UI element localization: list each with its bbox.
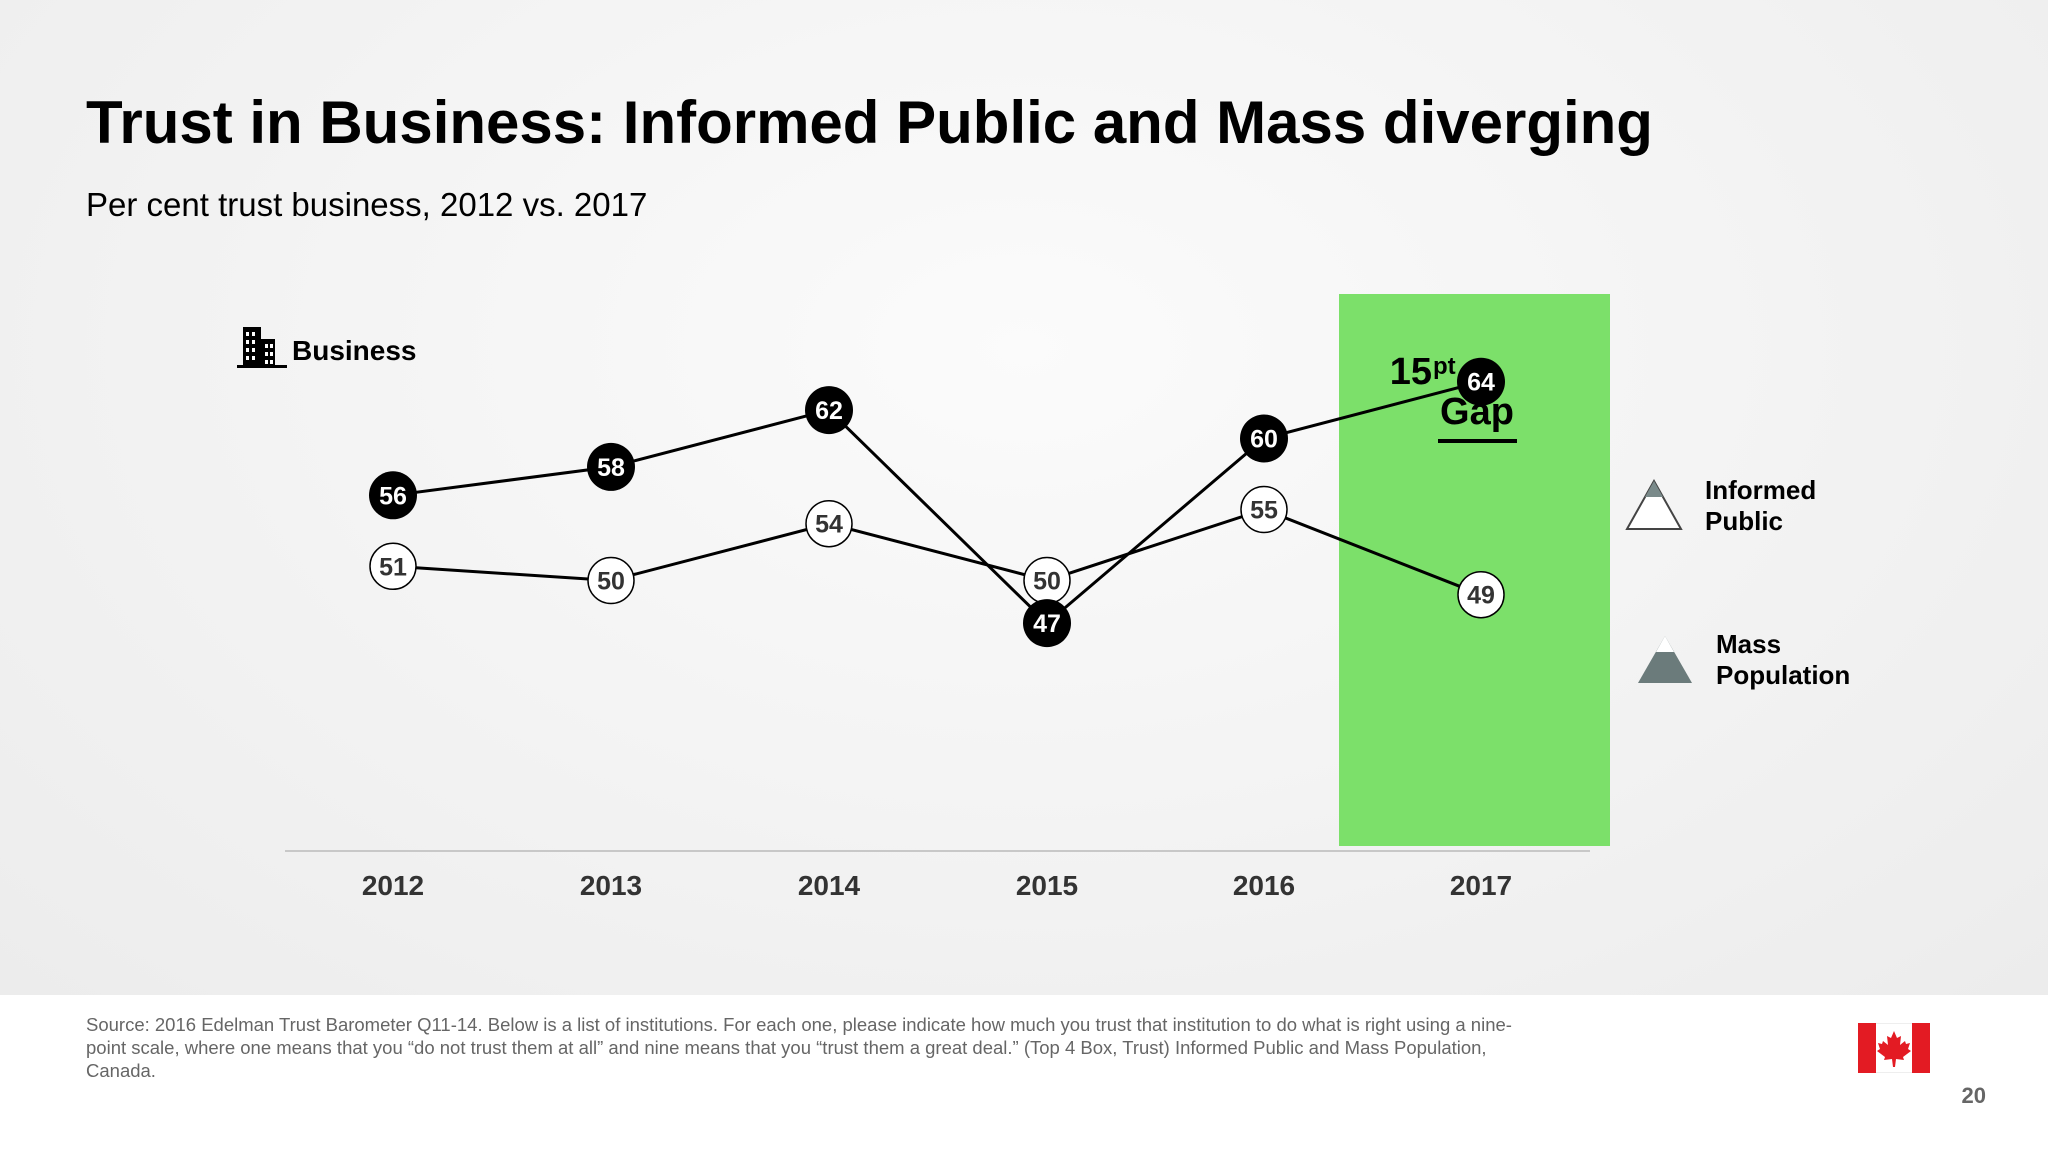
series-line-informed-public (392, 380, 1482, 626)
data-point-mass-population-2015: 50 (1023, 556, 1071, 605)
data-label: 62 (815, 397, 843, 425)
canada-flag-icon (1858, 1023, 1930, 1073)
data-marker (1240, 414, 1288, 463)
data-point-mass-population-2013: 50 (587, 556, 635, 605)
x-tick-label-2016: 2016 (1233, 870, 1295, 901)
data-label: 50 (597, 568, 625, 596)
data-label: 50 (1033, 568, 1061, 596)
data-label: 47 (1033, 610, 1061, 638)
data-point-informed-public-2013: 58 (587, 442, 635, 491)
data-point-informed-public-2017: 64 (1457, 357, 1505, 406)
data-label: 51 (379, 553, 407, 581)
data-label: 58 (597, 454, 625, 482)
data-marker (369, 542, 417, 591)
data-label: 64 (1467, 369, 1495, 397)
gap-superscript: pt (1433, 353, 1456, 380)
data-label: 60 (1250, 426, 1278, 454)
data-point-mass-population-2017: 49 (1457, 570, 1505, 619)
data-marker (1240, 485, 1288, 534)
gray-triangle-icon (1638, 636, 1692, 683)
legend-label-informed-line2: Public (1705, 506, 1783, 536)
data-point-informed-public-2014: 62 (805, 386, 853, 435)
data-point-mass-population-2012: 51 (369, 542, 417, 591)
data-label: 54 (815, 511, 843, 539)
legend: Informed Public Mass Population (1625, 475, 1850, 690)
trust-line-chart: 15 pt Gap Business 515054505549565862476… (237, 294, 1850, 901)
source-note: Source: 2016 Edelman Trust Barometer Q11… (86, 1014, 1512, 1081)
footer (0, 995, 2048, 1152)
x-tick-label-2012: 2012 (362, 870, 424, 901)
data-point-informed-public-2015: 47 (1023, 599, 1071, 648)
data-point-mass-population-2014: 54 (805, 499, 853, 548)
x-tick-label-2014: 2014 (798, 870, 861, 901)
data-marker (587, 442, 635, 491)
slide-background (0, 0, 2048, 995)
data-marker (1457, 357, 1505, 406)
series-line-mass-population (392, 507, 1482, 597)
outline-triangle-icon (1625, 478, 1683, 530)
data-label: 56 (379, 482, 407, 510)
data-marker (805, 386, 853, 435)
gap-value: 15 (1390, 351, 1432, 393)
page-subtitle: Per cent trust business, 2012 vs. 2017 (86, 186, 648, 223)
data-marker (805, 499, 853, 548)
legend-label-mass-line1: Mass (1716, 629, 1781, 659)
data-marker (1457, 570, 1505, 619)
data-label: 55 (1250, 497, 1278, 525)
building-icon (237, 327, 287, 368)
category-label: Business (292, 335, 417, 366)
legend-label-informed-line1: Informed (1705, 475, 1816, 505)
x-tick-label-2017: 2017 (1450, 870, 1512, 901)
page-number: 20 (1961, 1083, 1986, 1108)
x-tick-label-2013: 2013 (580, 870, 642, 901)
data-marker (1023, 599, 1071, 648)
data-point-informed-public-2012: 56 (369, 471, 417, 520)
data-marker (587, 556, 635, 605)
gray-triangle-icon-cap (1656, 636, 1674, 652)
page-title: Trust in Business: Informed Public and M… (86, 89, 1653, 156)
x-tick-label-2015: 2015 (1016, 870, 1078, 901)
data-point-informed-public-2016: 60 (1240, 414, 1288, 463)
data-point-mass-population-2016: 55 (1240, 485, 1288, 534)
data-marker (369, 471, 417, 520)
data-label: 49 (1467, 582, 1495, 610)
legend-label-mass-line2: Population (1716, 660, 1850, 690)
